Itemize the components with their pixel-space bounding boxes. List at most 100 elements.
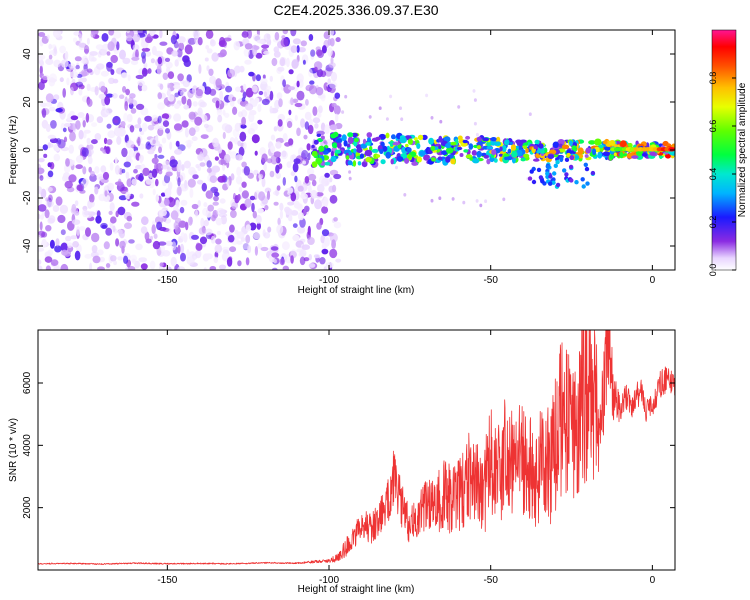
spectrogram-cell [198,227,207,235]
spectrogram-cell [292,234,300,242]
spectrogram-cell [53,59,62,68]
spectrogram-cell [296,45,300,53]
spectrogram-cell [86,37,90,45]
spectrogram-cell [314,66,318,72]
spectrogram-cell [239,65,245,73]
spectrogram-cell [230,209,237,219]
spectrogram-cell [399,136,407,144]
spectrogram-cell [548,149,557,155]
spectrogram-cell [419,150,426,157]
spectrogram-x-tick-label: -50 [483,275,498,286]
spectrogram-cell [389,94,393,99]
colorbar-ticks: 0.0 0.2 0.4 0.6 0.8 [708,72,736,276]
spectrogram-cell [145,238,152,244]
spectrogram-cell [38,265,43,270]
spectrogram-cell [555,182,561,188]
spectrogram-cell [185,140,194,145]
spectrogram-cell [110,69,115,75]
spectrogram-cell [117,256,123,261]
spectrogram-cell [247,172,254,179]
spectrogram-cell [55,238,60,247]
spectrogram-cell [161,137,167,144]
spectrogram-cell [288,215,293,222]
spectrogram-cell [46,34,50,40]
spectrogram-cell [307,167,315,176]
spectrogram-cell [327,47,333,57]
spectrogram-cell [264,205,269,211]
spectrogram-cell [255,74,261,82]
spectrogram-cell [205,190,213,199]
spectrogram-cell [187,89,194,99]
spectrogram-cell [137,117,142,125]
spectrogram-cell [431,157,436,162]
spectrogram-cell [314,123,319,129]
spectrogram-cell [213,256,219,263]
spectrogram-cell [251,85,258,93]
spectrogram-cell [309,80,315,85]
spectrogram-cell [237,260,242,267]
spectrogram-cell [39,175,44,181]
spectrogram-cell [430,145,436,151]
spectrogram-cell [308,254,313,261]
spectrogram-cell [135,243,143,251]
spectrogram-cell [604,146,611,151]
spectrogram-cell [294,175,298,183]
snr-series-line [38,330,675,566]
spectrogram-cell [137,80,145,86]
colorbar-tick-label: 0.2 [708,216,718,229]
spectrogram-cell [160,245,166,253]
spectrogram-cell [317,112,322,118]
spectrogram-cell [300,40,307,47]
spectrogram-cell [106,139,113,145]
spectrogram-cell [78,129,84,140]
spectrogram-cell [545,171,550,176]
spectrogram-cell [108,210,113,215]
spectrogram-cell [45,93,54,103]
spectrogram-cell [353,137,359,143]
spectrogram-cell [38,213,41,220]
spectrogram-cell [468,143,474,150]
spectrogram-cell [581,184,586,189]
spectrogram-cell [321,229,330,237]
spectrogram-cell [74,56,82,62]
spectrogram-cell [507,148,512,154]
spectrogram-cell [128,96,134,105]
spectrogram-cell [131,258,136,264]
spectrogram-cell [246,30,252,39]
spectrogram-cell [87,156,93,165]
spectrogram-cell [457,135,463,141]
spectrogram-cell [613,152,617,157]
spectrogram-y-ticks: -40 -20 0 20 40 [22,48,675,253]
spectrogram-cell [59,45,66,54]
spectrogram-cell [106,51,111,56]
spectrogram-cell [619,140,627,148]
spectrogram-cell [252,34,261,42]
spectrogram-cell [538,143,544,149]
spectrogram-y-tick-label: -20 [22,190,33,205]
spectrogram-cell [65,158,70,167]
spectrogram-cell [38,32,46,37]
spectrogram-cell [45,102,53,107]
spectrogram-cell [199,162,206,167]
spectrogram-cell [48,194,53,203]
spectrogram-cell [81,70,88,77]
spectrogram-cell [159,262,164,267]
spectrogram-cell [222,249,229,254]
spectrogram-cell [245,87,254,98]
spectrogram-cell [321,248,329,255]
spectrogram-cell [232,106,238,116]
spectrogram-cell [40,214,44,220]
spectrogram-cell [299,256,306,266]
spectrogram-cell [211,52,219,62]
spectrogram-cell [176,162,182,173]
spectrogram-cell [241,181,247,188]
spectrogram-cell [47,162,52,168]
spectrogram-cell [125,267,129,270]
spectrogram-cell [493,158,498,163]
spectrogram-cell [38,247,45,252]
spectrogram-cell [69,71,79,78]
spectrogram-cell [348,170,352,174]
spectrogram-cell [294,114,298,121]
spectrogram-cell [459,153,464,157]
spectrogram-cell [82,120,86,128]
